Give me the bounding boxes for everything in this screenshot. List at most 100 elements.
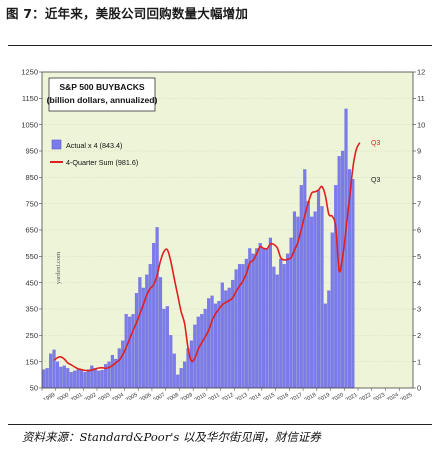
bar [262, 248, 266, 389]
bar [73, 370, 77, 389]
bar [55, 361, 60, 389]
bar [282, 264, 286, 389]
bar [330, 232, 334, 389]
chart-subtitle: (billion dollars, annualized) [47, 95, 158, 105]
bar [341, 150, 345, 389]
y-tick-label: 950 [25, 147, 38, 156]
line-series [53, 142, 361, 372]
y-tick-label: 750 [25, 199, 38, 208]
y-tick-label: 1150 [22, 94, 38, 103]
x-tick-label: 2020 [331, 392, 345, 400]
bar [189, 340, 193, 389]
bar [265, 248, 269, 389]
bar [313, 211, 317, 389]
bar [279, 258, 283, 389]
bar [59, 366, 63, 389]
bar [79, 369, 84, 389]
y-tick-label: 450 [25, 278, 38, 287]
x-tick-label: 2006 [139, 392, 153, 400]
bar [66, 368, 70, 389]
y-tick-label: 350 [25, 305, 38, 314]
x-tick-label: 2019 [317, 392, 331, 400]
y-tick-label: 650 [25, 226, 38, 235]
x-tick-label: 2015 [262, 392, 276, 400]
bar [227, 287, 231, 389]
right-tick-label: 0 [417, 384, 421, 393]
bar [117, 348, 121, 389]
bar [148, 264, 152, 389]
x-tick-label: 2018 [304, 392, 318, 400]
legend: Actual x 4 (843.4) 4-Quarter Sum (981.6) [50, 139, 138, 167]
legend-swatch-bars [51, 139, 62, 150]
bar [272, 266, 276, 389]
bar [179, 368, 183, 389]
source-note: 资料来源：Standard&Poor's 以及华尔街见闻，财信证券 [22, 430, 321, 444]
bar [268, 237, 273, 389]
bar [237, 264, 242, 389]
bar [217, 301, 221, 389]
bar [169, 335, 173, 389]
bar [86, 369, 90, 389]
y-tick-label: 850 [25, 173, 38, 182]
x-tick-label: 2007 [152, 392, 166, 400]
bar [323, 303, 327, 389]
bar [316, 190, 321, 389]
bar [162, 308, 166, 389]
bar [327, 290, 331, 389]
bar [351, 179, 355, 389]
bar [69, 372, 73, 389]
bar [258, 243, 262, 389]
bar [152, 243, 156, 389]
right-tick-label: 9 [417, 147, 421, 156]
x-axis: 1999 2000 2001 2002 2003 2004 2005 2006 2007 2008… [41, 388, 414, 400]
x-tick-label: 2009 [180, 392, 194, 400]
x-tick-label: 2001 [70, 392, 84, 400]
bar [176, 374, 180, 389]
chart-title-box: S&P 500 BUYBACKS (billion dollars, annua… [47, 77, 158, 112]
y-tick-label: 50 [30, 384, 38, 393]
bar [182, 361, 187, 389]
bar [165, 306, 169, 389]
annotation-q3-line: Q3 [371, 140, 380, 147]
x-tick-label: 2013 [235, 392, 249, 400]
bar [248, 248, 252, 389]
x-tick-label: 2014 [249, 392, 263, 400]
x-tick-label: 2004 [111, 392, 125, 400]
watermark: yardeni.com [55, 252, 62, 284]
bar [158, 277, 163, 389]
bar [45, 368, 49, 389]
bar [128, 316, 132, 389]
y-tick-label: 1250 [21, 68, 38, 77]
bar [210, 295, 214, 389]
bar [200, 314, 204, 389]
x-tick-label: 2021 [345, 392, 359, 400]
bar [62, 365, 66, 389]
bar [172, 353, 176, 389]
y-tick-label: 550 [25, 252, 38, 261]
y-tick-label: 250 [25, 331, 38, 340]
bar [306, 200, 310, 389]
bar [203, 308, 207, 389]
y-tick-label: 150 [25, 357, 38, 366]
bar [334, 185, 338, 389]
bar [100, 369, 104, 389]
bar [255, 248, 259, 389]
annotation-q3-bar: Q3 [371, 177, 380, 184]
x-tick-label: 2024 [386, 392, 400, 400]
sum-line [53, 142, 361, 372]
x-tick-label: 2023 [372, 392, 386, 400]
bar [52, 349, 56, 389]
bar-series [42, 108, 355, 389]
left-axis: 50 150 250 350 450 550 650 750 850 950 1050 1150 125… [21, 68, 42, 393]
x-tick-label: 2003 [97, 392, 111, 400]
bar [76, 369, 80, 389]
chart-title: S&P 500 BUYBACKS [59, 82, 145, 92]
bar [275, 274, 279, 389]
buybacks-chart: 5015025035045055065075085095010501150125… [21, 68, 425, 400]
right-tick-label: 12 [417, 68, 425, 77]
bar [310, 216, 314, 389]
right-tick-label: 7 [417, 199, 421, 208]
x-tick-label: 2008 [166, 392, 180, 400]
right-tick-label: 1 [417, 357, 421, 366]
